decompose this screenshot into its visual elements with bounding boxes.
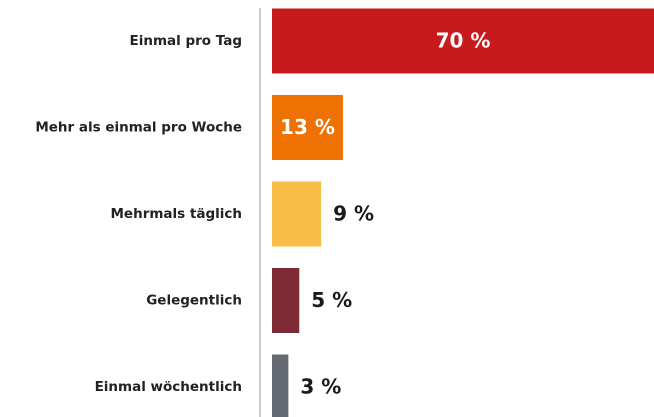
category-label: Einmal pro Tag [129, 33, 242, 49]
bar [272, 268, 300, 333]
bar [272, 95, 343, 160]
value-label: 9 % [333, 202, 374, 226]
category-label: Mehrmals täglich [111, 206, 243, 222]
category-label: Mehr als einmal pro Woche [35, 120, 242, 136]
category-label: Gelegentlich [146, 293, 242, 309]
bar [272, 354, 289, 417]
category-label: Einmal wöchentlich [95, 379, 242, 395]
value-label: 5 % [311, 288, 352, 312]
bar [272, 181, 322, 247]
value-label: 13 % [280, 115, 335, 139]
value-label: 70 % [436, 29, 491, 53]
value-label: 3 % [300, 375, 341, 399]
bar [272, 8, 654, 74]
